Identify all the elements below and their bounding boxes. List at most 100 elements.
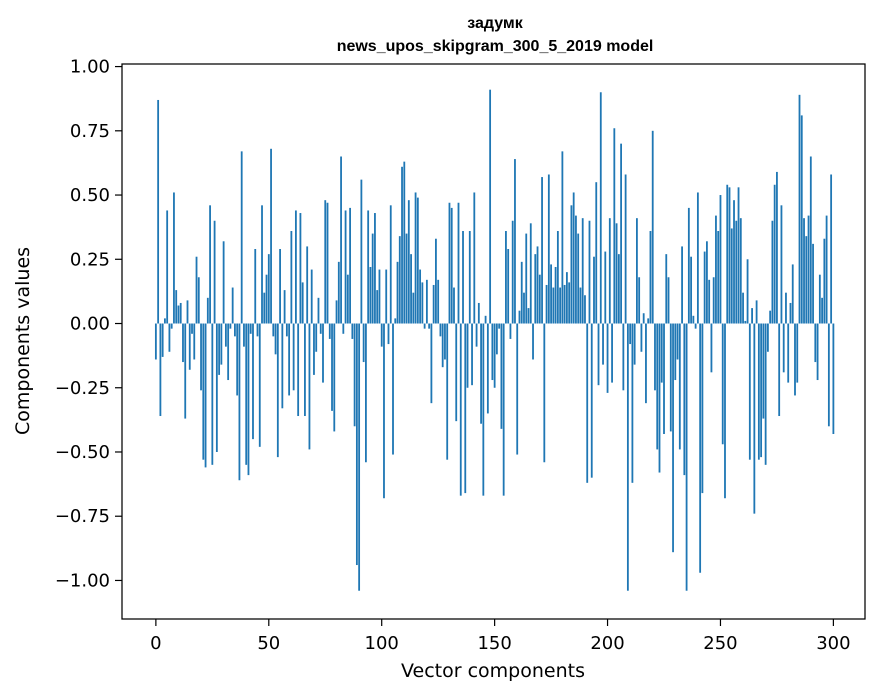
bar bbox=[818, 274, 821, 324]
bar bbox=[809, 156, 812, 324]
bar bbox=[590, 323, 593, 478]
bar bbox=[832, 323, 835, 434]
y-tick-label: −1.00 bbox=[55, 570, 110, 591]
bar bbox=[708, 279, 711, 324]
bar bbox=[484, 315, 487, 324]
bar bbox=[383, 323, 385, 499]
bar bbox=[505, 231, 507, 324]
bar bbox=[254, 249, 257, 324]
bar bbox=[550, 264, 552, 324]
bar bbox=[360, 179, 363, 324]
bar bbox=[805, 236, 808, 324]
bar bbox=[701, 323, 704, 494]
bar bbox=[739, 218, 742, 324]
bar bbox=[649, 231, 652, 324]
bar bbox=[541, 177, 543, 324]
bar bbox=[593, 256, 595, 324]
chart-title-line-2: news_upos_skipgram_300_5_2019 model bbox=[337, 38, 654, 55]
bar bbox=[719, 195, 722, 324]
bar bbox=[791, 264, 794, 324]
bar bbox=[706, 241, 708, 324]
bar bbox=[313, 323, 315, 375]
bar bbox=[626, 323, 629, 591]
bar bbox=[514, 159, 516, 324]
bar bbox=[157, 99, 160, 324]
bar bbox=[633, 323, 636, 365]
bar bbox=[563, 284, 566, 324]
bar bbox=[642, 313, 645, 324]
bar bbox=[769, 310, 772, 324]
bar bbox=[696, 192, 699, 324]
bar bbox=[751, 308, 753, 324]
bar bbox=[757, 323, 760, 460]
bar bbox=[247, 323, 250, 476]
bar bbox=[462, 231, 464, 324]
bar bbox=[721, 323, 724, 445]
bar bbox=[572, 192, 575, 324]
bar bbox=[222, 241, 225, 324]
bar bbox=[766, 323, 769, 352]
bar bbox=[331, 323, 333, 411]
bar bbox=[692, 315, 695, 324]
bar bbox=[532, 323, 534, 360]
bar bbox=[206, 297, 209, 324]
bar bbox=[195, 256, 198, 324]
bar bbox=[543, 323, 546, 463]
bar bbox=[258, 323, 261, 447]
bar bbox=[281, 323, 284, 409]
bar bbox=[821, 297, 823, 324]
bar bbox=[191, 323, 193, 334]
bar bbox=[337, 261, 340, 324]
bar bbox=[699, 323, 702, 573]
bar bbox=[663, 323, 665, 434]
bar bbox=[536, 246, 539, 324]
bar bbox=[423, 323, 426, 329]
bar bbox=[638, 277, 641, 324]
bar bbox=[263, 292, 266, 324]
bar bbox=[577, 233, 580, 324]
bar bbox=[588, 220, 591, 324]
bar bbox=[238, 323, 241, 481]
bar bbox=[213, 220, 216, 324]
bar bbox=[694, 323, 697, 329]
bar bbox=[744, 320, 747, 324]
bar bbox=[396, 261, 399, 324]
bar bbox=[428, 323, 431, 329]
bar bbox=[737, 187, 740, 324]
bar bbox=[724, 323, 726, 499]
bar bbox=[527, 308, 530, 324]
x-tick-label: 200 bbox=[590, 633, 624, 654]
bar bbox=[466, 323, 469, 388]
bar bbox=[681, 246, 683, 324]
bar bbox=[570, 205, 573, 324]
bar bbox=[597, 323, 600, 386]
bar bbox=[215, 323, 218, 452]
bar bbox=[611, 323, 613, 383]
bar bbox=[825, 215, 828, 324]
bar bbox=[374, 213, 376, 324]
bar bbox=[315, 323, 318, 352]
bar bbox=[243, 323, 245, 347]
bar bbox=[468, 231, 471, 324]
bar bbox=[387, 323, 390, 345]
bar bbox=[227, 323, 230, 381]
bar bbox=[407, 200, 410, 324]
bar bbox=[712, 277, 715, 324]
bar bbox=[256, 323, 259, 337]
bar bbox=[252, 323, 254, 440]
bar bbox=[482, 323, 485, 496]
bar bbox=[290, 231, 293, 324]
bar bbox=[405, 233, 408, 324]
bar bbox=[380, 323, 383, 347]
bar bbox=[565, 272, 568, 324]
bar bbox=[265, 274, 268, 324]
bar bbox=[340, 156, 342, 324]
bar bbox=[279, 249, 281, 324]
bar bbox=[545, 284, 548, 324]
bar bbox=[304, 323, 306, 417]
bar bbox=[412, 292, 415, 324]
bar bbox=[568, 282, 571, 324]
bar bbox=[640, 323, 643, 352]
bar bbox=[236, 323, 239, 396]
bar bbox=[453, 287, 455, 324]
